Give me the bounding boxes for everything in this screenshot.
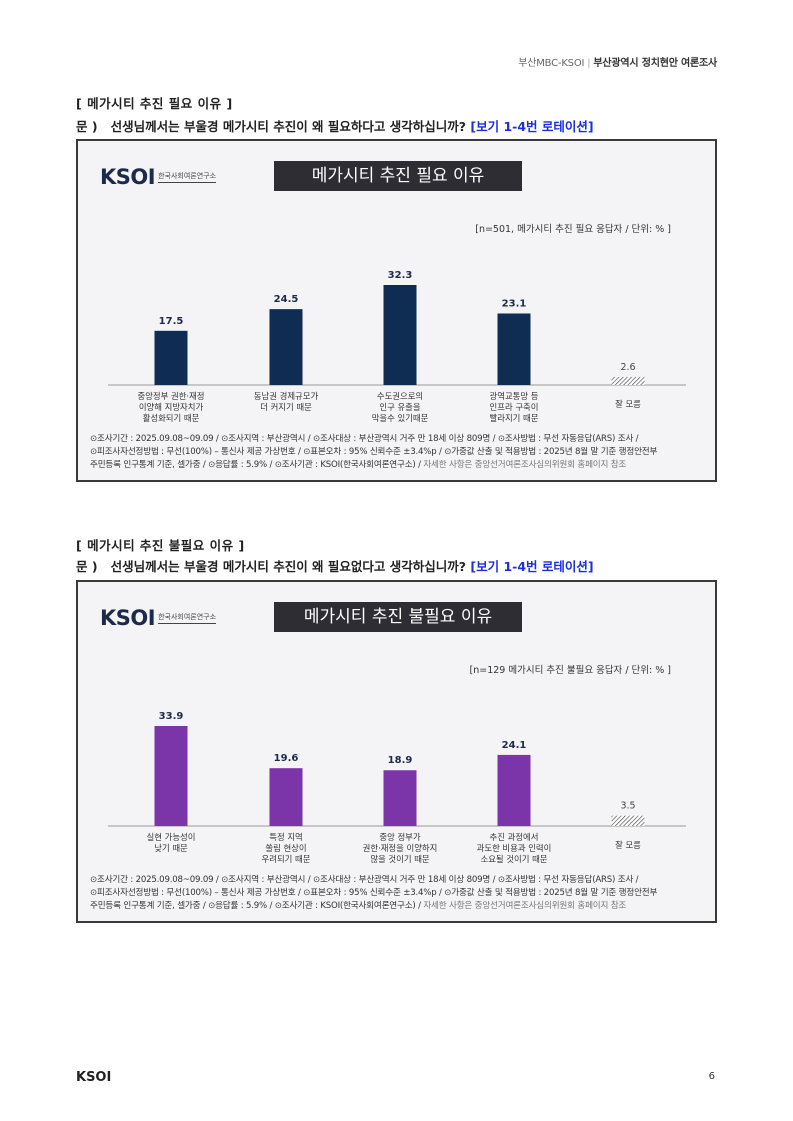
header-separator: | [587,58,591,69]
footer-line-3a: 주민등록 인구통계 기준, 셀가중 / ⊙응답률 : 5.9% / ⊙조사기관 … [90,901,421,911]
bar-value-label: 24.1 [502,740,527,751]
category-label: 광역교통망 등 [490,391,539,401]
bar-value-label: 3.5 [620,801,635,812]
category-label: 더 커지기 때문 [260,402,312,412]
category-label: 쏠림 현상이 [265,843,306,853]
footer-line-2: ⊙피조사자선정방법 : 무선(100%) – 통신사 제공 가상번호 / ⊙표본… [90,447,658,457]
chart-panel-no-need: KSOI 한국사회여론연구소 메가시티 추진 불필요 이유 [n=129 메가시… [76,580,717,923]
ksoi-logo: KSOI 한국사회여론연구소 [100,606,217,630]
chart-note: [n=501, 메가시티 추진 필요 응답자 / 단위: % ] [475,224,671,235]
category-label: 낮기 때문 [154,843,188,853]
category-label: 추진 과정에서 [490,832,539,842]
category-label: 실현 가능성이 [147,832,196,842]
question-text: 선생님께서는 부울경 메가시티 추진이 왜 필요하다고 생각하십니까? [110,119,467,134]
question-prefix: 문 ) [76,559,98,574]
bar-value-label: 18.9 [388,755,413,766]
category-label: 권한·재정을 이양하지 [363,843,438,853]
logo-text: KSOI [100,165,156,189]
bar-value-label: 19.6 [274,753,299,764]
category-label: 인프라 구축이 [490,402,539,412]
survey-footer: ⊙조사기간 : 2025.09.08~09.09 / ⊙조사지역 : 부산광역시… [90,874,657,913]
logo-org: 한국사회여론연구소 [158,171,217,183]
category-label: 소요될 것이기 때문 [481,854,548,864]
category-label: 활성화되기 때문 [143,413,200,423]
ksoi-logo: KSOI 한국사회여론연구소 [100,165,217,189]
bar [154,330,188,385]
footer-line-3b: 자세한 사항은 중앙선거여론조사심의위원회 홈페이지 참조 [420,901,627,911]
bar-value-label: 2.6 [620,362,635,373]
category-label: 인구 유출을 [379,402,420,412]
category-label: 특정 지역 [269,832,302,842]
question-tag: [보기 1-4번 로테이션] [470,559,594,574]
category-label: 빨라지기 때문 [490,413,539,423]
category-label: 수도권으로의 [377,391,423,401]
category-label: 잘 모름 [615,840,641,850]
bar-value-label: 33.9 [159,711,184,722]
bar [497,754,531,826]
category-label: 과도한 비용과 인력이 [477,843,552,853]
survey-footer: ⊙조사기간 : 2025.09.08~09.09 / ⊙조사지역 : 부산광역시… [90,433,657,472]
bar-value-label: 17.5 [159,316,184,327]
bar-value-label: 23.1 [502,298,527,309]
category-label: 이양해 지방자치가 [139,402,204,412]
chart-note: [n=129 메가시티 추진 불필요 응답자 / 단위: % ] [469,665,671,676]
category-label: 잘 모름 [615,399,641,409]
bar [611,376,645,385]
category-label: 막을수 있기때문 [372,413,429,423]
footer-line-1: ⊙조사기간 : 2025.09.08~09.09 / ⊙조사지역 : 부산광역시… [90,434,639,444]
bar [497,313,531,385]
page-header: 부산MBC-KSOI | 부산광역시 정치현안 여론조사 [518,54,717,69]
footer-line-1: ⊙조사기간 : 2025.09.08~09.09 / ⊙조사지역 : 부산광역시… [90,875,639,885]
question-prefix: 문 ) [76,119,98,134]
bar-value-label: 24.5 [274,294,299,305]
category-label: 중앙 정부가 [379,832,420,842]
question-tag: [보기 1-4번 로테이션] [470,119,594,134]
category-label: 동남권 경제규모가 [254,391,319,401]
header-right: 부산광역시 정치현안 여론조사 [593,58,717,69]
section-1-question: 문 ) 선생님께서는 부울경 메가시티 추진이 왜 필요하다고 생각하십니까? … [76,116,594,135]
footer-line-3: 주민등록 인구통계 기준, 셀가중 / ⊙응답률 : 5.9% / ⊙조사기관 … [90,459,657,472]
bar-value-label: 32.3 [388,270,413,281]
chart-title: 메가시티 추진 필요 이유 [274,161,522,191]
section-2-title: [ 메가시티 추진 불필요 이유 ] [76,538,245,553]
bar [154,726,188,826]
footer-line-3: 주민등록 인구통계 기준, 셀가중 / ⊙응답률 : 5.9% / ⊙조사기관 … [90,900,657,913]
page-number: 6 [708,1071,715,1082]
category-label: 중앙정부 권한·재정 [138,391,205,401]
header-left: 부산MBC-KSOI [518,58,585,69]
bar [383,770,417,826]
footer-line-2: ⊙피조사자선정방법 : 무선(100%) – 통신사 제공 가상번호 / ⊙표본… [90,888,658,898]
footer-logo: KSOI [76,1070,112,1085]
bar [383,285,417,385]
bar [269,768,303,826]
logo-org: 한국사회여론연구소 [158,612,217,624]
chart-panel-need: KSOI 한국사회여론연구소 메가시티 추진 필요 이유 [n=501, 메가시… [76,139,717,482]
category-label: 우려되기 때문 [262,854,311,864]
logo-text: KSOI [100,606,156,630]
chart-title: 메가시티 추진 불필요 이유 [274,602,522,632]
footer-line-3b: 자세한 사항은 중앙선거여론조사심의위원회 홈페이지 참조 [420,460,627,470]
bar [611,815,645,826]
section-2-question: 문 ) 선생님께서는 부울경 메가시티 추진이 왜 필요없다고 생각하십니까? … [76,556,594,575]
section-1-title: [ 메가시티 추진 필요 이유 ] [76,96,233,111]
question-text: 선생님께서는 부울경 메가시티 추진이 왜 필요없다고 생각하십니까? [110,559,467,574]
category-label: 않을 것이기 때문 [370,854,430,864]
footer-line-3a: 주민등록 인구통계 기준, 셀가중 / ⊙응답률 : 5.9% / ⊙조사기관 … [90,460,421,470]
bar [269,309,303,385]
